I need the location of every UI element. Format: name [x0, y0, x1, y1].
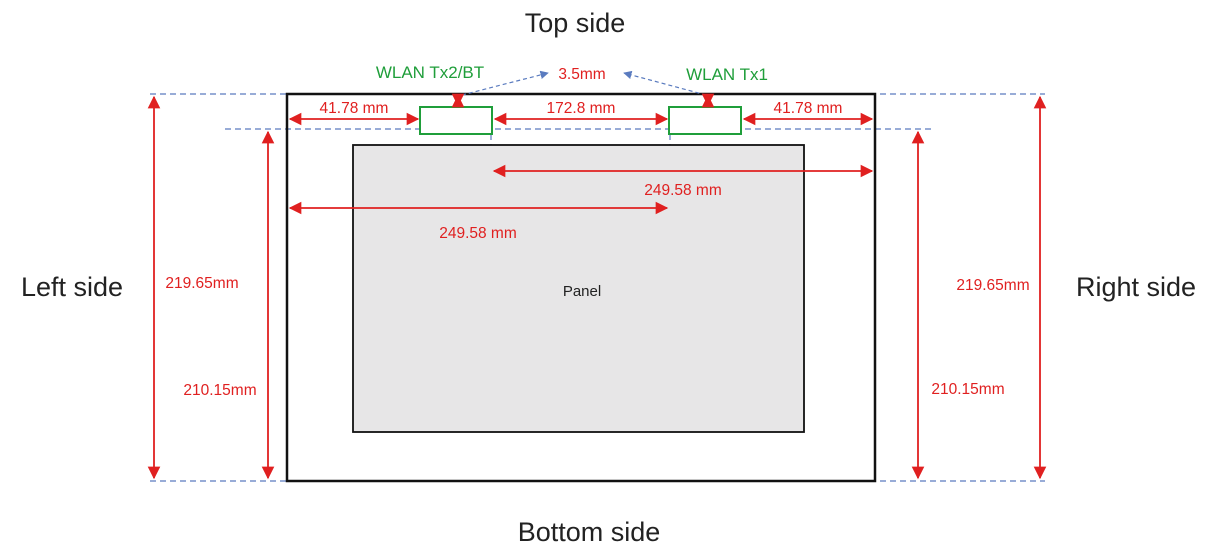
label-left-to-ant1: 249.58 mm — [439, 225, 517, 242]
label-top-side: Top side — [525, 8, 626, 38]
label-antenna-gap: 3.5mm — [558, 66, 605, 83]
antenna-wlan-tx1 — [668, 106, 742, 135]
gap-pointer-right — [623, 70, 707, 96]
gap-pointer-left — [461, 70, 549, 96]
label-right-side: Right side — [1076, 272, 1196, 302]
label-right-offset: 41.78 mm — [774, 100, 843, 117]
antenna-gap-pointers — [461, 70, 707, 96]
label-antenna-spacing: 172.8 mm — [547, 100, 616, 117]
label-antenna-tx2-bt: WLAN Tx2/BT — [376, 63, 484, 82]
panel-label: Panel — [563, 283, 601, 300]
dimension-lines — [147, 93, 1047, 480]
label-left-offset: 41.78 mm — [320, 100, 389, 117]
label-inner-height-right: 210.15mm — [931, 381, 1004, 398]
label-inner-height-left: 210.15mm — [183, 382, 256, 399]
label-height-right: 219.65mm — [956, 277, 1029, 294]
antenna-wlan-tx2-bt — [419, 106, 493, 135]
panel — [352, 144, 805, 433]
label-height-left: 219.65mm — [165, 275, 238, 292]
label-left-side: Left side — [21, 272, 123, 302]
device-frame — [285, 92, 877, 483]
label-bottom-side: Bottom side — [518, 517, 661, 547]
label-antenna-tx1: WLAN Tx1 — [686, 65, 768, 84]
label-ant2-to-right: 249.58 mm — [644, 182, 722, 199]
